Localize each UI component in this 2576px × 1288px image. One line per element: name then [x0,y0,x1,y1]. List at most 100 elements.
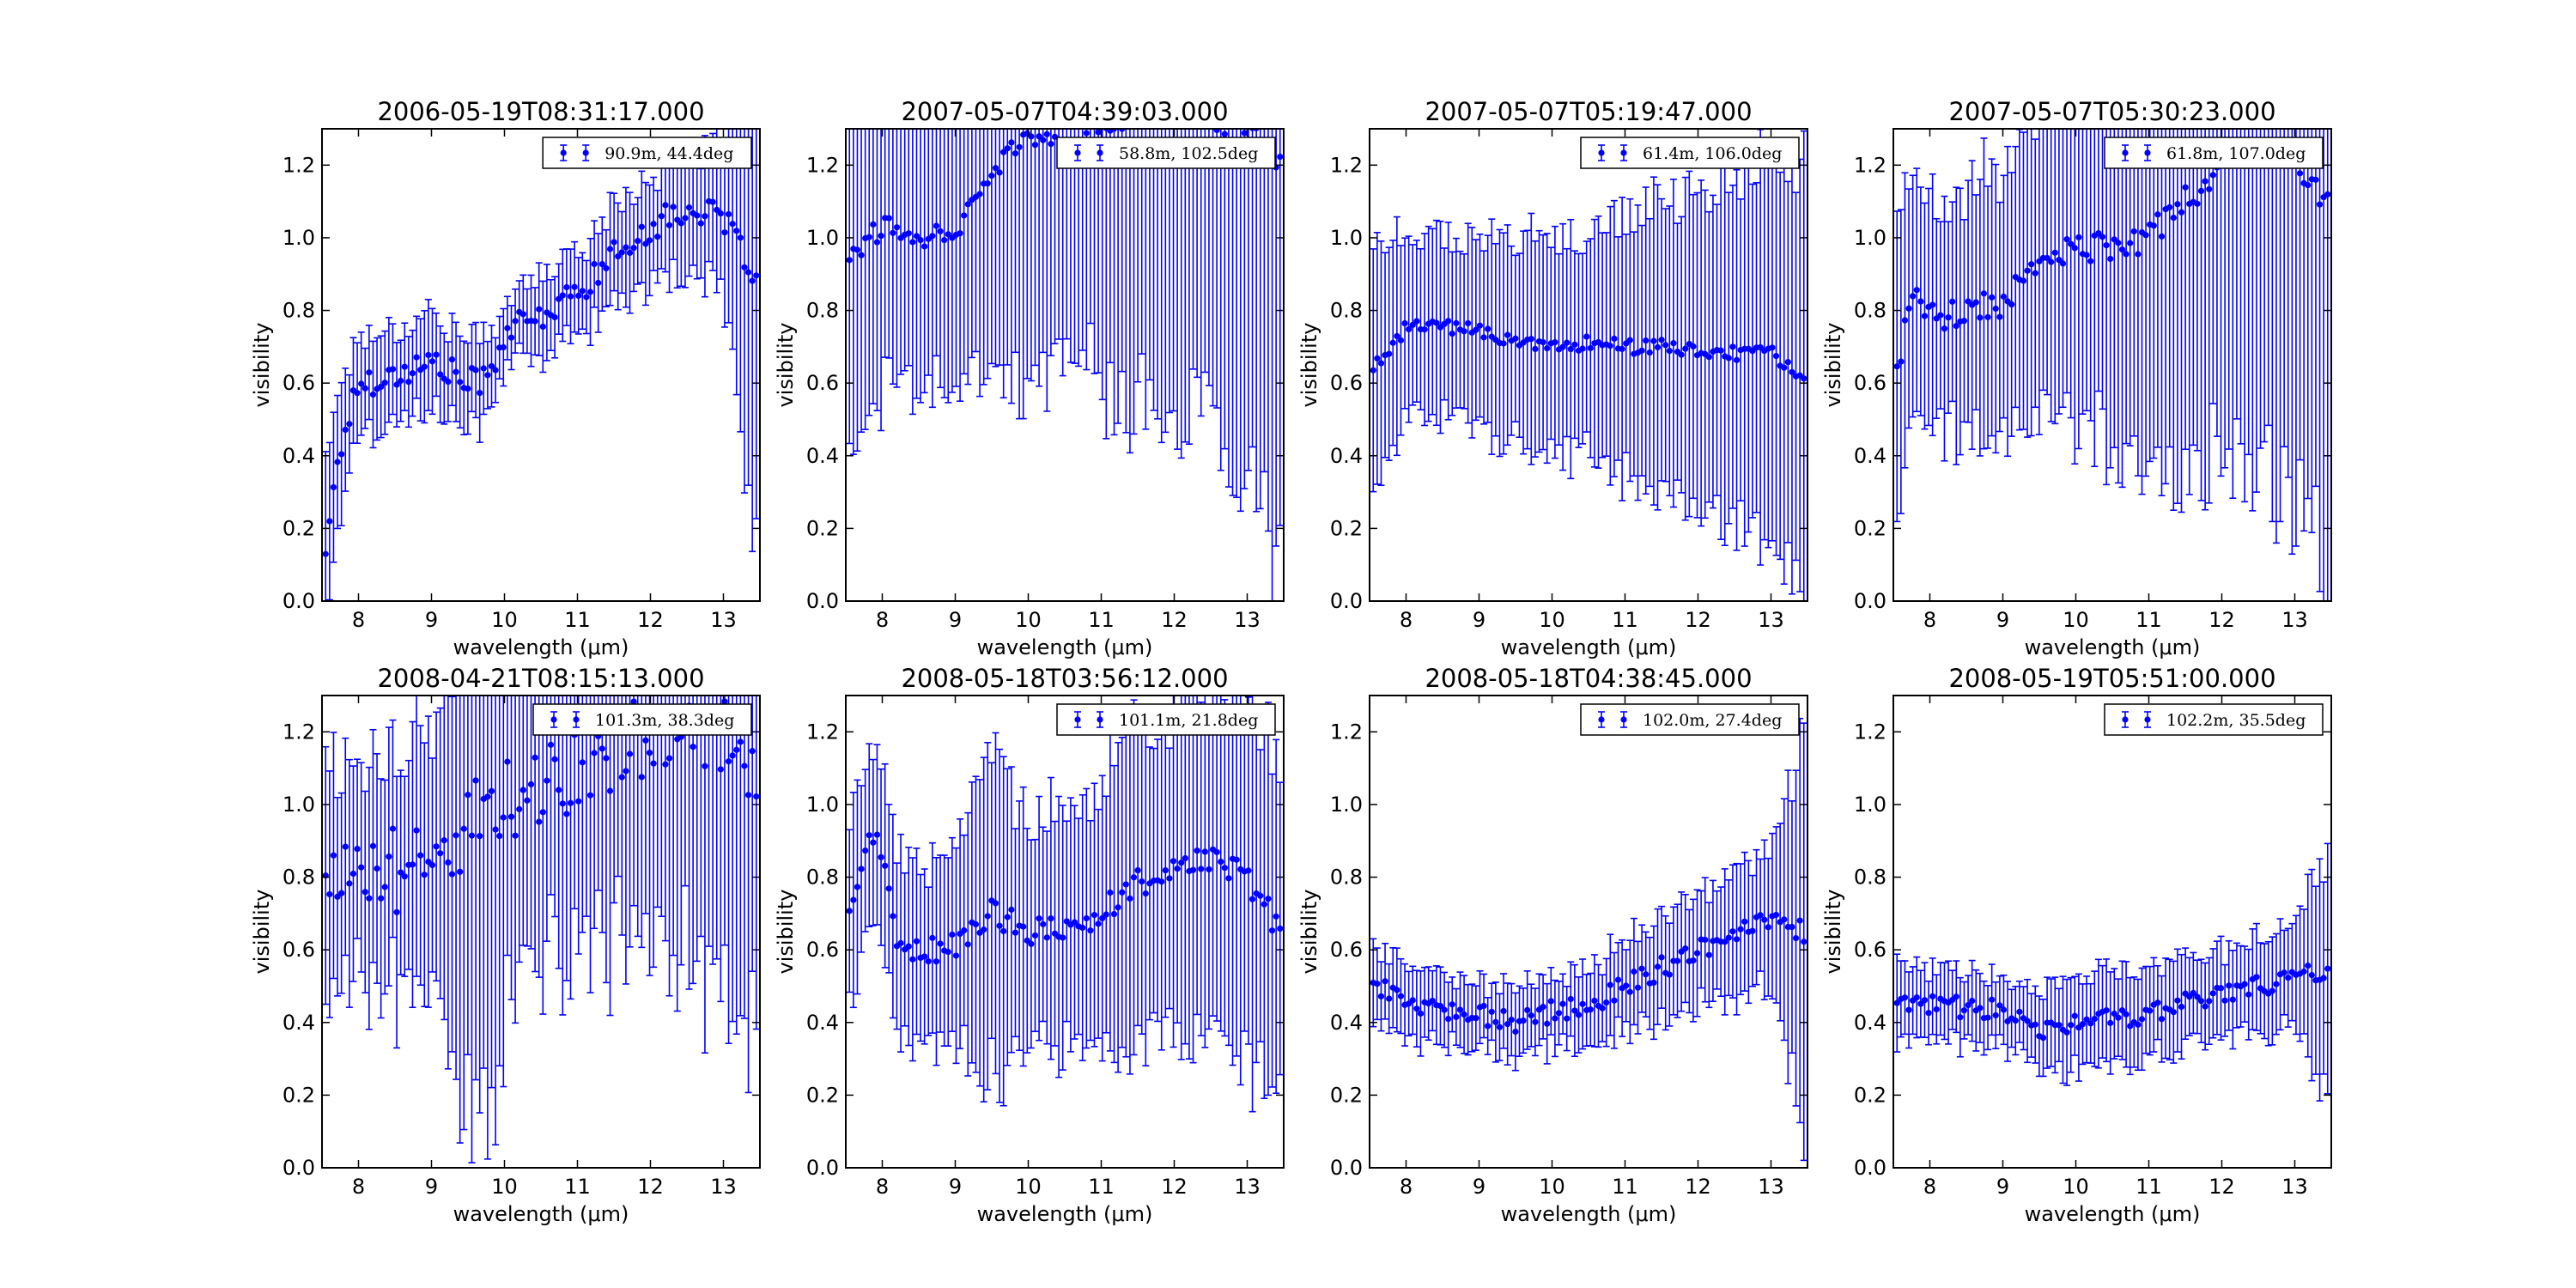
data-point [1729,928,1736,935]
y-tick-label: 0.4 [283,1011,315,1035]
data-point [1194,848,1200,854]
data-point [2142,232,2149,239]
data-point [744,792,752,799]
data-point [870,221,877,228]
data-point [961,212,968,219]
data-point [472,367,479,374]
data-point [1394,987,1400,993]
data-point [1162,867,1169,874]
data-point [1241,130,1248,137]
data-point [586,289,594,295]
legend-label: 58.8m, 102.5deg [1119,144,1258,163]
data-point [753,272,760,279]
data-point [477,389,483,397]
x-tick-label: 8 [352,608,365,632]
data-point [1917,298,1924,305]
data-point [2083,252,2090,258]
data-point [330,483,337,491]
x-tick-label: 12 [2208,1175,2235,1199]
data-point [366,369,373,376]
data-point [1898,358,1905,365]
data-point [1480,334,1487,341]
data-point [1218,858,1224,866]
data-point [2241,981,2248,987]
data-point [2048,258,2055,265]
data-point [504,325,511,331]
data-point [603,264,610,272]
data-point [905,943,912,950]
x-tick-label: 9 [949,608,962,632]
y-tick-label: 0.8 [1330,299,1363,323]
data-point [697,220,704,227]
x-tick-label: 8 [1923,608,1936,632]
data-point [1115,904,1121,911]
data-point [1693,950,1701,957]
x-tick-label: 12 [1161,1175,1188,1199]
data-point [1658,954,1665,961]
data-point [398,869,404,876]
data-point [2000,293,2008,301]
data-point [737,234,744,241]
data-point [1619,345,1625,353]
data-point [2170,1009,2177,1016]
data-point [1512,1028,1519,1036]
data-point [1008,906,1015,913]
data-point [1040,137,1047,143]
data-point [2166,204,2173,210]
y-tick-label: 1.0 [1330,793,1363,817]
y-tick-label: 0.4 [1854,444,1886,468]
data-point [658,213,665,220]
legend-marker-point [1074,716,1081,723]
data-point [1004,914,1011,920]
data-point [361,385,368,392]
y-tick-label: 1.2 [1854,720,1886,744]
data-point [2305,181,2312,189]
data-point [496,832,503,840]
data-point [913,938,920,945]
data-point [1893,363,1900,370]
data-point [2103,1007,2110,1014]
y-tick-label: 1.0 [1854,226,1886,250]
data-point [2202,1003,2208,1010]
data-point [1929,301,1936,308]
data-point [1476,322,1484,329]
data-point [2115,1014,2122,1021]
data-point [358,380,365,387]
data-point [733,746,740,753]
data-point [2154,211,2161,218]
data-point [1705,354,1712,361]
x-tick-label: 12 [1685,608,1711,632]
x-tick-label: 8 [876,608,889,632]
data-point [1623,982,1630,989]
data-point [1772,911,1780,919]
data-point [1603,999,1610,1006]
data-point [862,847,869,854]
data-point [1221,131,1228,137]
data-point [2308,971,2315,979]
data-point [2269,987,2275,994]
data-point [1972,299,1979,306]
legend: 101.3m, 38.3deg [532,703,752,736]
data-point [1980,290,1988,297]
data-point [2020,277,2027,284]
plot-frame [1369,695,1808,1169]
y-tick-label: 0.8 [1330,866,1363,890]
data-point [873,831,881,838]
x-tick-label: 10 [1015,608,1042,632]
data-point [626,750,634,757]
data-point [1666,348,1673,355]
data-point [866,234,872,240]
data-point [1389,339,1396,346]
data-point [1552,339,1558,346]
legend-box [532,703,752,736]
data-point [1921,997,1929,1004]
x-tick-label: 10 [1539,608,1565,632]
data-point [1575,1012,1583,1018]
data-point [417,852,424,859]
data-point [1095,920,1102,927]
data-point [2312,176,2319,183]
y-tick-label: 0.2 [1330,1083,1363,1107]
data-point [586,792,594,799]
data-point [2032,270,2038,276]
y-tick-label: 0.2 [283,516,315,540]
